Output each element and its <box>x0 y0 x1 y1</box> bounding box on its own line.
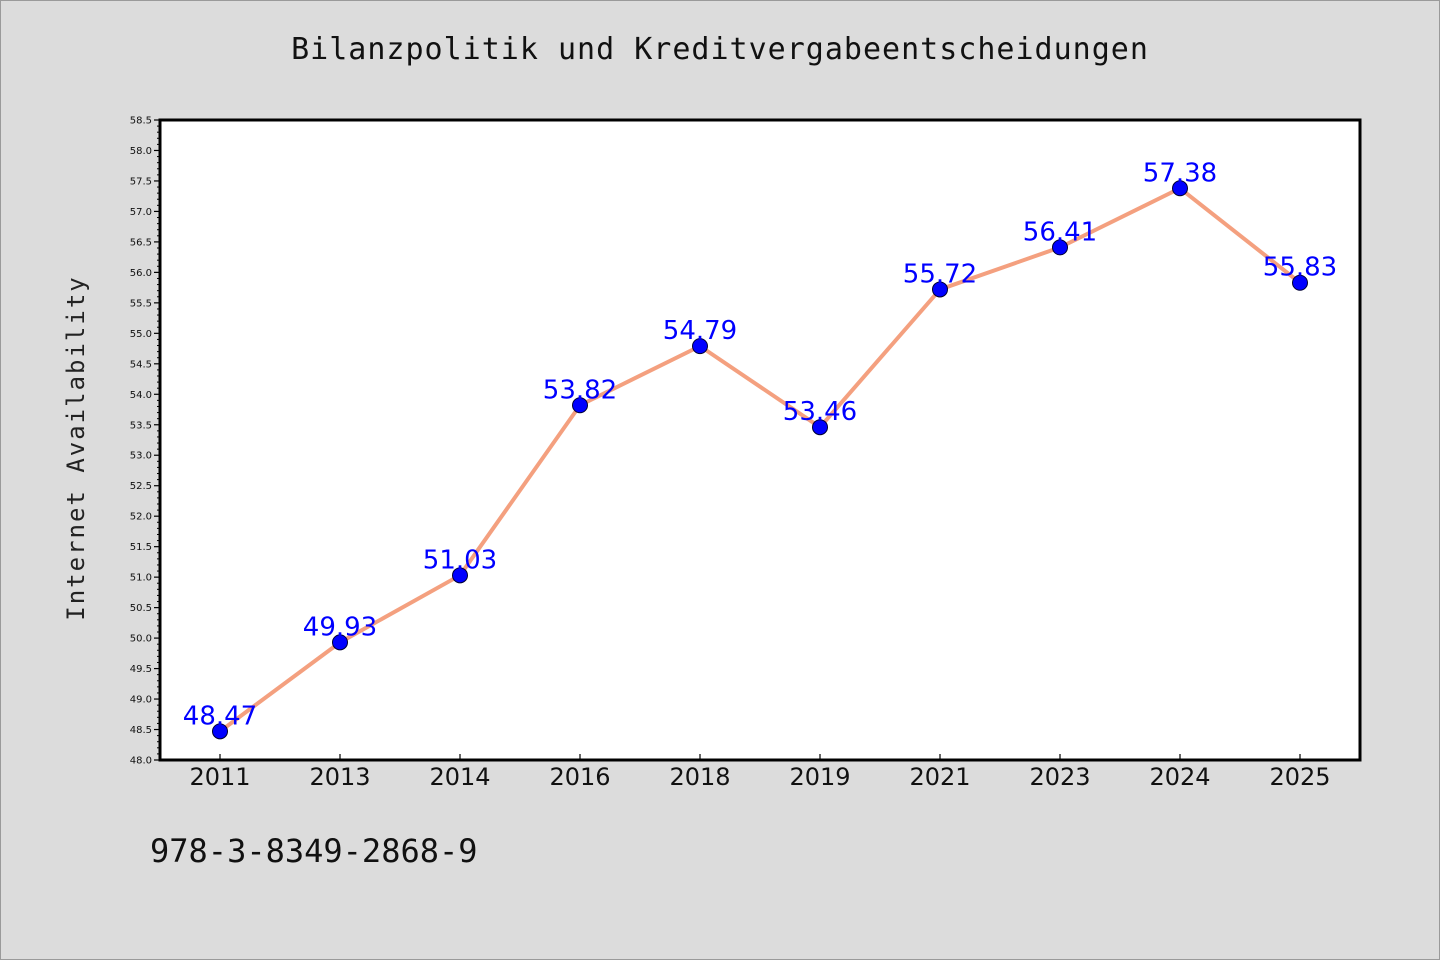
data-point <box>332 634 348 651</box>
x-tick-label: 2013 <box>309 763 370 791</box>
data-point <box>1052 239 1068 256</box>
y-tick-label: 54.5 <box>130 359 152 370</box>
y-tick-label: 56.5 <box>130 237 152 248</box>
y-tick-label: 58.0 <box>130 146 152 157</box>
x-tick-label: 2021 <box>909 763 970 791</box>
plot-area <box>158 118 1362 762</box>
data-label: 53.82 <box>543 375 617 405</box>
data-label: 55.83 <box>1263 253 1337 283</box>
y-tick-label: 48.0 <box>130 756 152 767</box>
data-point <box>812 419 828 436</box>
x-tick-label: 2018 <box>669 763 730 791</box>
data-point <box>1172 180 1188 197</box>
y-tick-label: 51.0 <box>130 573 152 584</box>
data-label: 56.41 <box>1023 217 1097 247</box>
x-tick-label: 2014 <box>429 763 490 791</box>
y-tick-label: 55.5 <box>130 298 152 309</box>
y-tick-label: 52.0 <box>130 512 152 523</box>
data-label: 53.46 <box>783 397 857 427</box>
data-point <box>1292 274 1308 291</box>
chart-title: Bilanzpolitik und Kreditvergabeentscheid… <box>291 32 1149 67</box>
data-point <box>932 281 948 298</box>
x-tick-label: 2011 <box>189 763 250 791</box>
y-tick-label: 54.0 <box>130 390 152 401</box>
y-tick-label: 53.5 <box>130 420 152 431</box>
y-tick-label: 50.0 <box>130 634 152 645</box>
data-point <box>572 397 588 414</box>
x-tick-label: 2025 <box>1269 763 1330 791</box>
x-tick-label: 2016 <box>549 763 610 791</box>
y-tick-label: 49.0 <box>130 695 152 706</box>
x-tick-label: 2023 <box>1029 763 1090 791</box>
data-point <box>692 338 708 355</box>
y-tick-label: 50.5 <box>130 603 152 614</box>
y-tick-label: 58.5 <box>130 116 152 127</box>
y-tick-label: 57.0 <box>130 207 152 218</box>
data-label: 51.03 <box>423 545 497 575</box>
y-tick-label: 53.0 <box>130 451 152 462</box>
data-label: 54.79 <box>663 316 737 346</box>
y-axis-ticks: 48.0 48.5 49.0 49.5 50.0 50.5 51.0 51.5 52.0 52.5… <box>130 116 160 767</box>
data-label: 48.47 <box>183 701 257 731</box>
data-label: 49.93 <box>303 612 377 642</box>
footnote-isbn: 978-3-8349-2868-9 <box>150 832 478 870</box>
y-tick-label: 49.5 <box>130 664 152 675</box>
data-markers <box>212 180 1308 740</box>
y-tick-label: 52.5 <box>130 481 152 492</box>
series-line <box>218 186 1302 733</box>
data-point <box>212 723 228 740</box>
data-labels: 48.47 49.93 51.03 53.82 54.79 53.46 55.72 56.41… <box>183 158 1337 731</box>
y-tick-label: 56.0 <box>130 268 152 279</box>
data-label: 55.72 <box>903 259 977 289</box>
y-tick-label: 48.5 <box>130 725 152 736</box>
x-tick-label: 2024 <box>1149 763 1210 791</box>
x-tick-label: 2019 <box>789 763 850 791</box>
x-axis-ticks: 2011 2013 2014 2016 2018 2019 2021 2023 2024 2025 <box>189 754 1331 791</box>
data-point <box>452 567 468 584</box>
y-tick-label: 57.5 <box>130 176 152 187</box>
y-tick-label: 51.5 <box>130 542 152 553</box>
y-tick-label: 55.0 <box>130 329 152 340</box>
data-label: 57.38 <box>1143 158 1217 188</box>
